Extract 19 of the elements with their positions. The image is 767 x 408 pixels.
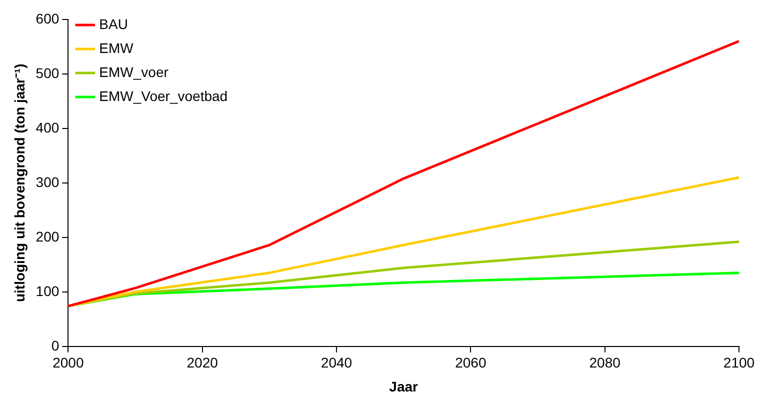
y-tick-label: 300 — [36, 174, 60, 190]
y-tick-label: 600 — [36, 10, 60, 26]
x-tick-label: 2100 — [723, 354, 755, 371]
y-tick-label: 400 — [36, 119, 60, 136]
y-axis-title: uitloging uit bovengrond (ton jaar⁻¹) — [11, 64, 28, 302]
x-tick-label: 2080 — [589, 354, 621, 371]
legend-label: BAU — [99, 16, 128, 32]
y-tick-label: 200 — [36, 228, 60, 244]
legend-label: EMW_Voer_voetbad — [99, 88, 228, 104]
y-tick-label: 0 — [51, 337, 60, 354]
legend-label: EMW — [99, 40, 134, 56]
x-tick-label: 2060 — [455, 354, 486, 371]
y-tick-label: 100 — [36, 282, 60, 299]
legend-label: EMW_voer — [99, 64, 169, 80]
x-tick-label: 2000 — [52, 354, 84, 371]
x-tick-label: 2040 — [320, 354, 352, 371]
y-tick-label: 500 — [36, 64, 60, 81]
x-axis-title: Jaar — [389, 378, 419, 394]
x-tick-label: 2020 — [186, 354, 218, 371]
